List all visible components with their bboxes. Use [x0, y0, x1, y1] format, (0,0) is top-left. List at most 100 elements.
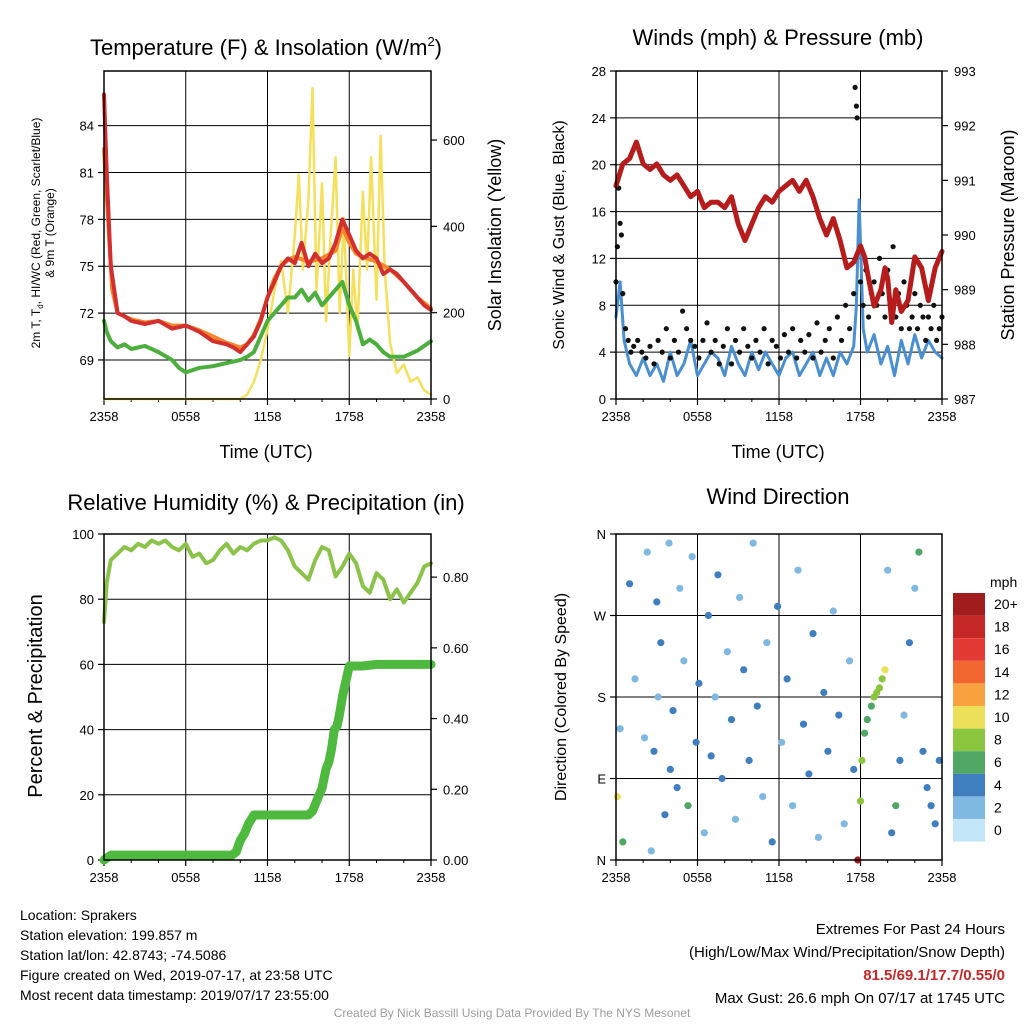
legend-swatch [953, 593, 985, 616]
wind-direction-point [707, 752, 715, 760]
wind-gust-point [671, 337, 678, 343]
wind-direction-point [731, 815, 740, 823]
wind-direction-point [935, 756, 943, 765]
extremes-info: Extremes For Past 24 Hours (High/Low/Max… [689, 918, 1005, 1010]
wind-direction-point [863, 716, 871, 724]
wind-gust-point [777, 355, 784, 361]
wind-direction-point [856, 797, 865, 805]
legend-swatch [953, 773, 985, 797]
wind-gust-point [854, 115, 860, 121]
wind-gust-point [925, 314, 932, 320]
wind-gust-point [818, 349, 824, 355]
wind-direction-point [900, 711, 908, 719]
wind-gust-point [749, 355, 755, 361]
wind-gust-point [936, 326, 942, 332]
wind-gust-point [853, 103, 860, 109]
speed-legend-title: mph [990, 574, 1017, 590]
wind-gust-point [696, 355, 702, 361]
wind-direction-point [643, 548, 651, 556]
wind-direction-point [753, 702, 761, 710]
humidity-ytick-label: 20 [80, 788, 94, 803]
wind-direction-point [680, 657, 688, 665]
temp-title: Temperature (F) & Insolation (W/m2) [90, 34, 442, 60]
direction-ytick-label: E [597, 772, 606, 787]
wind-gust-point [851, 291, 857, 297]
max-gust: Max Gust: 26.6 mph On 07/17 at 1745 UTC [714, 990, 1005, 1007]
wind-gust-point [852, 84, 858, 90]
wind-gust-point [765, 361, 771, 367]
temp-plot-border [103, 70, 432, 400]
winds-y2tick-label: 990 [954, 228, 976, 243]
winds-ytick-label: 20 [592, 158, 606, 173]
wind-gust-point [704, 320, 710, 326]
wind-gust-point [618, 232, 625, 238]
wind-gust-point [628, 349, 634, 355]
wind-gust-point [769, 337, 775, 343]
legend-swatch [953, 706, 985, 729]
wind-gust-point [822, 337, 828, 343]
winds-title: Winds (mph) & Pressure (mb) [633, 25, 924, 50]
wind-gust-point [901, 279, 907, 285]
wind-direction-point [794, 566, 802, 574]
winds-y2tick-label: 991 [954, 173, 976, 188]
humidity-xtick-label: 1158 [254, 870, 282, 885]
wind-direction-point [923, 784, 931, 792]
wind-direction-point [820, 688, 828, 697]
humidity-y2tick-label: 0.80 [443, 570, 468, 585]
direction-plot: 2358 0558 1158 1758 2358 N E S W N [594, 527, 957, 885]
wind-direction-point [799, 720, 808, 728]
wind-gust-point [923, 337, 929, 343]
wind-gust-point [708, 349, 714, 355]
wind-direction-point [911, 584, 919, 592]
legend-swatch [953, 819, 985, 842]
direction-ytick-label: N [597, 527, 606, 542]
wind-gust-point [620, 291, 626, 297]
humidity-ytick-label: 100 [72, 527, 94, 542]
wind-gust-point [934, 337, 940, 343]
wind-direction-point [673, 784, 681, 792]
winds-ytick-label: 24 [592, 111, 606, 126]
wind-gust-point [810, 355, 816, 361]
winds-y2tick-label: 993 [954, 64, 976, 79]
legend-label: 18 [994, 619, 1010, 635]
wind-gust-point [790, 326, 796, 332]
direction-plot-border [615, 533, 943, 861]
winds-ytick-label: 28 [592, 64, 606, 79]
legend-label: 20+ [994, 596, 1018, 612]
wind-direction-point [861, 729, 869, 737]
humidity-ytick-label: 0 [87, 853, 94, 868]
wind-direction-point [727, 716, 736, 724]
wind-direction-point [846, 657, 854, 665]
temp-xtick-label: 0558 [171, 409, 200, 424]
wind-gust-point [773, 343, 779, 349]
wind-gust-point [798, 337, 804, 343]
wind-direction-point [875, 684, 884, 692]
humidity-plot-border [103, 533, 432, 861]
wind-direction-point [858, 756, 866, 765]
wind-direction-point [650, 747, 658, 755]
temp-xlabel: Time (UTC) [219, 442, 312, 462]
humidity-ytick-label: 40 [80, 723, 94, 738]
wind-direction-point [888, 829, 896, 837]
wind-direction-point [640, 734, 649, 742]
wind-gust-point [655, 337, 661, 343]
legend-label: 14 [994, 664, 1010, 680]
wind-direction-point [805, 770, 813, 778]
relative-humidity-series [102, 535, 433, 624]
wind-direction-point [759, 793, 767, 801]
wind-direction-point [809, 630, 817, 638]
wind-direction-point [684, 802, 692, 810]
direction-title: Wind Direction [706, 484, 849, 509]
wind-gust-point [663, 326, 669, 332]
winds-xlabel: Time (UTC) [731, 442, 824, 462]
winds-plot: 2358 0558 1158 1758 2358 0 4 8 12 16 20 24 28 987 988 9… [592, 64, 976, 424]
winds-xtick-label: 1158 [765, 409, 793, 424]
wind-gust-point [834, 314, 841, 320]
wind-direction-point [778, 738, 786, 746]
wind-direction-point [626, 580, 634, 588]
humidity-plot: 2358 0558 1158 1758 2358 0 20 40 60 80 100 0.00 0.20… [72, 527, 468, 885]
wind-direction-point [749, 539, 757, 547]
wind-gust-point [688, 337, 694, 343]
wind-direction-point [927, 802, 935, 810]
winds-xtick-label: 1758 [846, 409, 875, 424]
